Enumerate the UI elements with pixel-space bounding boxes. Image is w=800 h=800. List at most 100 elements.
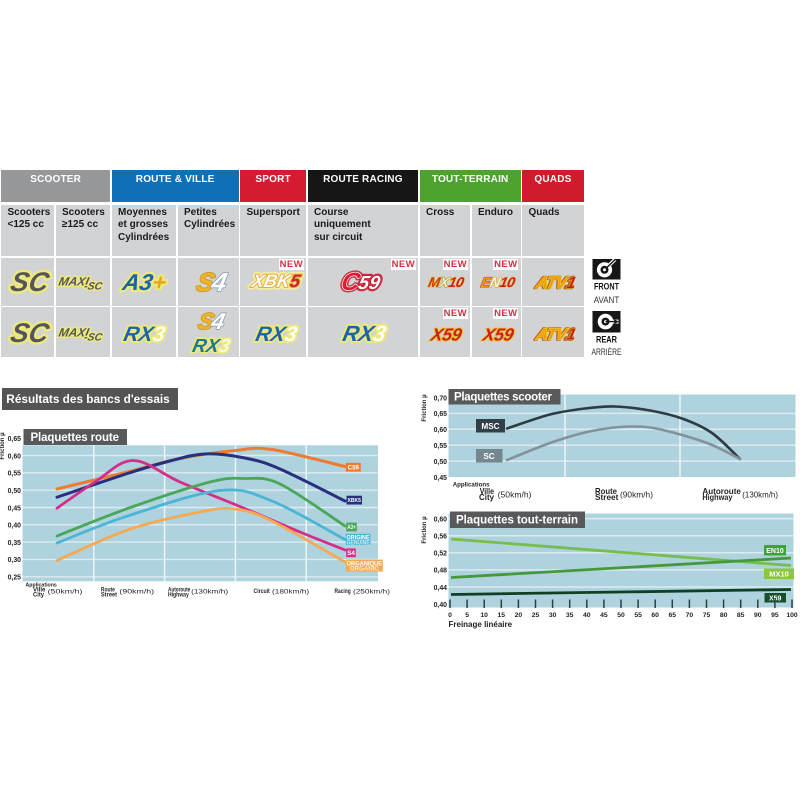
svg-text:(90km/h): (90km/h): [119, 589, 154, 596]
svg-text:100: 100: [786, 612, 798, 619]
svg-text:SC: SC: [8, 317, 53, 348]
svg-text:-SC: -SC: [83, 280, 104, 292]
svg-text:Autoroute: Autoroute: [168, 587, 191, 594]
svg-text:(180km/h): (180km/h): [272, 589, 309, 596]
svg-text:10: 10: [480, 612, 488, 619]
svg-text:S4: S4: [347, 550, 355, 557]
svg-text:Plaquettes route: Plaquettes route: [31, 432, 120, 444]
svg-text:MAXI: MAXI: [57, 326, 91, 340]
svg-text:0,55: 0,55: [434, 443, 448, 450]
svg-text:Street: Street: [101, 592, 117, 599]
svg-text:City: City: [479, 493, 494, 502]
svg-text:59: 59: [356, 273, 382, 294]
svg-text:SC: SC: [483, 452, 494, 461]
svg-text:(50km/h): (50km/h): [498, 490, 532, 500]
svg-text:ORIGINE: ORIGINE: [347, 535, 370, 542]
svg-text:X59: X59: [480, 325, 515, 345]
svg-text:25: 25: [532, 612, 540, 619]
svg-text:RX3: RX3: [254, 323, 300, 346]
svg-text:0,60: 0,60: [434, 427, 448, 434]
svg-text:(90km/h): (90km/h): [620, 490, 653, 500]
svg-text:0,52: 0,52: [434, 551, 448, 558]
svg-text:90: 90: [754, 612, 762, 619]
svg-text:Ville: Ville: [33, 587, 46, 594]
svg-text:MX10: MX10: [427, 274, 466, 290]
svg-text:ORGANIC: ORGANIC: [350, 566, 380, 573]
svg-text:0,70: 0,70: [434, 395, 448, 402]
svg-text:Racing: Racing: [335, 588, 351, 595]
svg-text:AVANT: AVANT: [594, 295, 620, 305]
svg-text:0,25: 0,25: [8, 575, 22, 582]
svg-text:C59: C59: [348, 464, 360, 471]
svg-text:A3+: A3+: [347, 524, 356, 531]
svg-text:X59: X59: [769, 595, 782, 602]
svg-text:0,45: 0,45: [8, 505, 22, 512]
svg-text:MSC: MSC: [481, 422, 499, 431]
svg-text:20: 20: [515, 612, 523, 619]
svg-text:ORGANIQUE: ORGANIQUE: [347, 561, 383, 568]
svg-text:0,50: 0,50: [8, 488, 22, 495]
svg-text:0,60: 0,60: [434, 516, 448, 523]
svg-text:0,35: 0,35: [8, 540, 22, 547]
svg-text:5: 5: [465, 612, 469, 619]
svg-text:50: 50: [617, 612, 625, 619]
svg-text:EN10: EN10: [766, 548, 784, 555]
svg-text:55: 55: [634, 612, 642, 619]
svg-text:Ville: Ville: [480, 487, 495, 496]
svg-text:X59: X59: [428, 325, 463, 345]
svg-text:Plaquettes tout-terrain: Plaquettes tout-terrain: [456, 515, 578, 527]
svg-text:0,40: 0,40: [8, 523, 22, 530]
svg-text:EN10: EN10: [480, 274, 517, 290]
svg-text:Friction µ: Friction µ: [0, 432, 6, 460]
svg-text:RX3: RX3: [122, 323, 168, 346]
svg-text:0,56: 0,56: [434, 534, 448, 541]
svg-text:1: 1: [565, 326, 578, 344]
svg-text:Friction µ: Friction µ: [422, 394, 428, 422]
svg-text:A3+: A3+: [120, 269, 170, 295]
svg-text:Freinage linéaire: Freinage linéaire: [449, 620, 513, 629]
svg-text:0,30: 0,30: [8, 557, 22, 564]
svg-text:0,48: 0,48: [434, 568, 448, 575]
svg-text:FRONT: FRONT: [594, 282, 619, 292]
svg-text:XBK5: XBK5: [249, 271, 303, 291]
svg-text:(130km/h): (130km/h): [742, 490, 778, 500]
svg-text:40: 40: [583, 612, 591, 619]
svg-text:95: 95: [771, 612, 779, 619]
svg-text:1: 1: [565, 274, 578, 292]
svg-text:85: 85: [737, 612, 745, 619]
svg-text:GENUINE: GENUINE: [347, 539, 370, 546]
svg-text:XBK5: XBK5: [249, 271, 303, 291]
svg-text:0,60: 0,60: [8, 453, 22, 460]
svg-text:RX3: RX3: [341, 321, 390, 346]
svg-text:Highway: Highway: [168, 592, 189, 599]
svg-text:0,65: 0,65: [8, 436, 22, 443]
svg-text:30: 30: [549, 612, 557, 619]
svg-text:ARRIÈRE: ARRIÈRE: [592, 347, 622, 357]
svg-text:Applications: Applications: [453, 482, 490, 489]
svg-text:0,65: 0,65: [434, 411, 448, 418]
svg-text:Plaquettes scooter: Plaquettes scooter: [454, 392, 553, 404]
svg-text:S4: S4: [196, 308, 228, 334]
svg-text:-SC: -SC: [83, 331, 104, 343]
svg-text:65: 65: [669, 612, 677, 619]
svg-text:Route: Route: [595, 487, 617, 496]
svg-text:SC: SC: [8, 266, 53, 297]
svg-text:60: 60: [651, 612, 659, 619]
svg-text:Friction µ: Friction µ: [422, 516, 428, 544]
svg-text:Circuit: Circuit: [254, 588, 270, 595]
svg-text:80: 80: [720, 612, 728, 619]
svg-text:0,55: 0,55: [8, 471, 22, 478]
svg-text:(130km/h): (130km/h): [191, 589, 228, 596]
svg-text:35: 35: [566, 612, 574, 619]
svg-text:45: 45: [600, 612, 608, 619]
svg-text:XBK5: XBK5: [347, 498, 361, 504]
svg-text:MX10: MX10: [769, 570, 789, 579]
svg-text:Street: Street: [595, 493, 619, 502]
svg-text:0: 0: [448, 612, 452, 619]
svg-text:70: 70: [686, 612, 694, 619]
svg-text:City: City: [33, 592, 45, 599]
svg-text:0,50: 0,50: [434, 459, 448, 466]
svg-text:ATV: ATV: [534, 326, 570, 344]
svg-text:ATV1: ATV1: [533, 274, 576, 292]
svg-text:Applications: Applications: [26, 583, 57, 589]
